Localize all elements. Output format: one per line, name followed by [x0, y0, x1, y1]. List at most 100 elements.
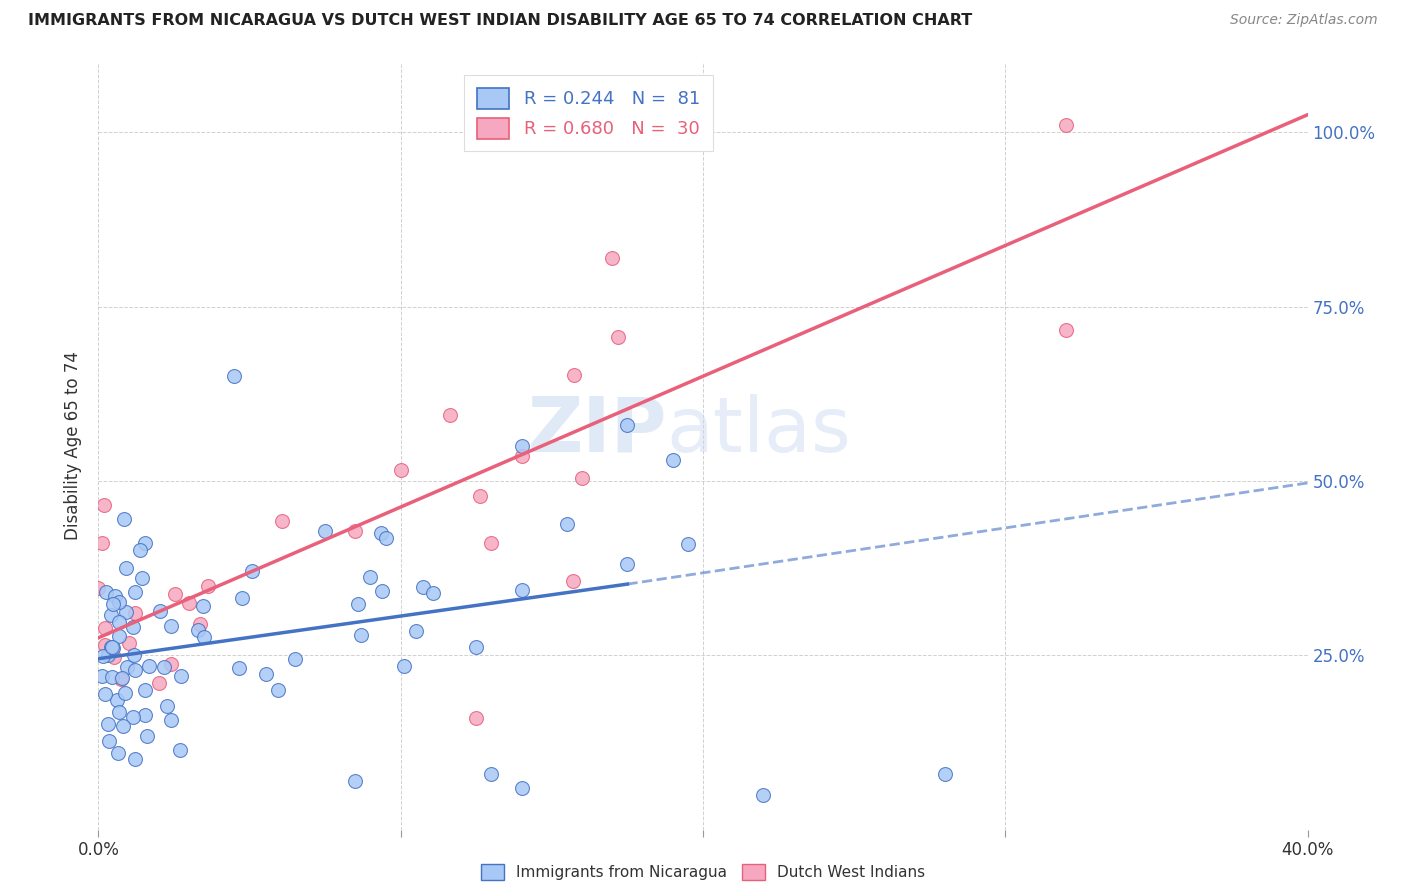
Point [118, 636, 141, 650]
Point [371, 584, 394, 599]
Point [187, 623, 209, 637]
Point [561, 574, 583, 588]
Point [136, 729, 159, 743]
Point [224, 369, 246, 384]
Point [108, 595, 131, 609]
Legend: Immigrants from Nicaragua, Dutch West Indians: Immigrants from Nicaragua, Dutch West In… [481, 864, 925, 880]
Point [121, 620, 143, 634]
Point [101, 640, 124, 655]
Point [616, 418, 638, 433]
Point [555, 517, 578, 532]
Point [190, 617, 212, 632]
Point [124, 752, 146, 766]
Point [465, 711, 488, 725]
Point [389, 463, 412, 477]
Point [562, 368, 585, 382]
Point [934, 766, 956, 780]
Point [1054, 118, 1077, 132]
Point [128, 543, 150, 558]
Point [170, 668, 193, 682]
Point [571, 471, 593, 485]
Text: ZIP: ZIP [527, 393, 666, 467]
Point [465, 640, 488, 654]
Point [284, 652, 307, 666]
Point [91, 649, 114, 664]
Y-axis label: Disability Age 65 to 74: Disability Age 65 to 74 [65, 351, 83, 541]
Point [124, 606, 146, 620]
Point [165, 587, 187, 601]
Point [267, 683, 290, 698]
Point [314, 524, 336, 539]
Point [100, 640, 122, 655]
Point [100, 607, 122, 622]
Point [122, 648, 145, 662]
Point [228, 661, 250, 675]
Point [179, 596, 201, 610]
Point [169, 743, 191, 757]
Point [101, 641, 124, 656]
Point [110, 672, 132, 686]
Point [124, 584, 146, 599]
Point [91, 535, 114, 549]
Point [254, 666, 277, 681]
Text: IMMIGRANTS FROM NICARAGUA VS DUTCH WEST INDIAN DISABILITY AGE 65 TO 74 CORRELATI: IMMIGRANTS FROM NICARAGUA VS DUTCH WEST … [28, 13, 973, 29]
Point [374, 531, 396, 545]
Point [752, 788, 775, 802]
Point [1054, 323, 1077, 337]
Point [138, 658, 160, 673]
Point [479, 535, 502, 549]
Point [197, 578, 219, 592]
Point [121, 710, 143, 724]
Point [93, 498, 115, 512]
Point [616, 558, 638, 572]
Point [101, 669, 124, 683]
Point [94, 585, 117, 599]
Point [115, 606, 138, 620]
Point [160, 619, 183, 633]
Point [94, 621, 117, 635]
Point [114, 686, 136, 700]
Point [439, 408, 461, 422]
Point [510, 450, 533, 464]
Point [134, 707, 156, 722]
Point [160, 713, 183, 727]
Point [111, 671, 134, 685]
Point [231, 591, 253, 605]
Point [359, 569, 381, 583]
Point [240, 565, 263, 579]
Text: atlas: atlas [666, 393, 852, 467]
Point [422, 586, 444, 600]
Point [107, 746, 129, 760]
Point [112, 512, 135, 526]
Point [94, 687, 117, 701]
Point [93, 639, 115, 653]
Point [87, 581, 110, 595]
Point [350, 628, 373, 642]
Point [97, 716, 120, 731]
Point [149, 604, 172, 618]
Point [481, 766, 503, 780]
Point [156, 698, 179, 713]
Point [107, 615, 129, 630]
Point [104, 589, 127, 603]
Point [101, 597, 124, 611]
Point [131, 571, 153, 585]
Point [103, 649, 125, 664]
Point [510, 780, 533, 795]
Point [468, 489, 491, 503]
Point [602, 251, 624, 265]
Point [97, 648, 120, 662]
Point [90, 669, 112, 683]
Point [115, 561, 138, 575]
Point [271, 514, 294, 528]
Point [134, 535, 156, 549]
Point [160, 657, 183, 672]
Point [412, 580, 434, 594]
Point [346, 597, 368, 611]
Point [134, 683, 156, 698]
Point [107, 629, 129, 643]
Point [606, 330, 628, 344]
Point [661, 453, 683, 467]
Point [676, 537, 699, 551]
Point [124, 663, 146, 677]
